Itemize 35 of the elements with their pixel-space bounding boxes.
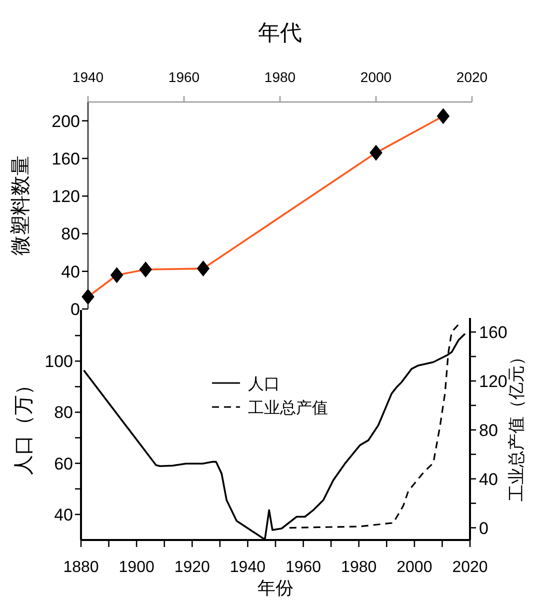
x-axis-title: 年份 <box>258 578 294 598</box>
y-tick-label: 0 <box>70 300 80 319</box>
y-tick-label: 200 <box>52 112 80 131</box>
x-tick-label: 1980 <box>264 69 296 85</box>
legend-label: 工业总产值 <box>248 399 328 417</box>
y2-tick-label: 40 <box>479 470 498 489</box>
x-tick-label: 2020 <box>456 69 488 85</box>
y-tick-label: 160 <box>52 149 80 168</box>
x-axis-title: 年代 <box>258 20 302 45</box>
x-tick-label: 1980 <box>341 559 377 576</box>
x-tick-label: 2020 <box>452 559 488 576</box>
y-tick-label: 40 <box>54 505 73 524</box>
x-tick-label: 1960 <box>168 69 200 85</box>
y2-tick-label: 80 <box>479 420 498 440</box>
x-tick-label: 1920 <box>174 559 210 576</box>
x-tick-label: 1900 <box>118 559 154 576</box>
x-tick-label: 1940 <box>230 559 266 576</box>
y-tick-label: 120 <box>52 187 80 206</box>
y-tick-label: 80 <box>54 403 73 422</box>
x-tick-label: 2000 <box>396 559 432 576</box>
x-tick-label: 1940 <box>72 69 104 85</box>
y2-tick-label: 160 <box>479 323 508 342</box>
legend-label: 人口 <box>248 376 280 393</box>
y2-tick-label: 120 <box>479 372 508 391</box>
y2-axis-title: 工业总产值（亿元） <box>507 348 526 502</box>
y-tick-label: 80 <box>61 224 80 244</box>
y2-tick-label: 0 <box>479 518 488 538</box>
y-tick-label: 60 <box>54 454 73 474</box>
y-axis-title: 微塑料数量 <box>9 156 32 256</box>
y-tick-label: 40 <box>61 262 80 282</box>
x-tick-label: 1960 <box>285 559 322 576</box>
y-tick-label: 100 <box>44 352 73 372</box>
y-axis-title: 人口（万） <box>13 375 35 475</box>
x-tick-label: 2000 <box>360 69 392 85</box>
x-tick-label: 1880 <box>63 559 99 576</box>
